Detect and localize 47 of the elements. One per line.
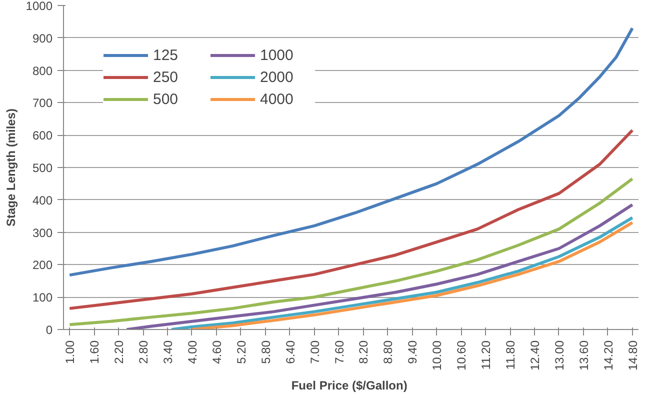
y-tick-label: 500 <box>32 161 53 175</box>
y-tick-label: 900 <box>32 31 53 46</box>
y-tick-label: 100 <box>32 290 53 305</box>
x-tick-label: 4.60 <box>210 340 224 364</box>
x-tick-label: 14.20 <box>601 340 616 371</box>
line-series <box>125 203 634 330</box>
y-tick-label: 300 <box>32 226 53 240</box>
x-tick-label: 8.80 <box>381 340 396 364</box>
x-tick-label: 1.00 <box>63 340 78 364</box>
y-tick-label: 0 <box>46 323 53 337</box>
legend-label: 250 <box>153 68 180 86</box>
legend-label: 1000 <box>260 46 294 64</box>
x-axis-title: Fuel Price ($/Gallon) <box>291 378 408 393</box>
y-tick-label: 700 <box>32 96 53 110</box>
legend-label: 125 <box>153 46 180 64</box>
x-tick-label: 8.20 <box>356 340 371 364</box>
x-tick-label: 13.60 <box>576 340 591 371</box>
x-tick-label: 12.40 <box>528 340 542 371</box>
x-tick-label: 9.40 <box>406 340 420 364</box>
x-tick-label: 5.20 <box>234 340 248 364</box>
y-tick-label: 1000 <box>26 0 53 13</box>
x-tick-label: 7.60 <box>332 340 346 364</box>
x-tick-label: 11.80 <box>504 340 518 370</box>
x-tick-label: 11.20 <box>479 340 494 370</box>
x-tick-label: 10.00 <box>430 340 444 371</box>
line-series <box>68 177 634 326</box>
x-tick-label: 14.80 <box>626 340 640 371</box>
x-tick-label: 5.80 <box>258 340 273 364</box>
x-tick-label: 7.00 <box>308 340 322 364</box>
x-tick-label: 2.20 <box>112 340 126 364</box>
x-tick-label: 10.60 <box>454 340 469 371</box>
legend-label: 2000 <box>260 68 294 86</box>
x-tick-label: 1.60 <box>88 340 102 364</box>
y-axis-title: Stage Length (miles) <box>4 108 18 227</box>
y-tick-label: 200 <box>32 258 53 272</box>
x-tick-label: 4.00 <box>185 340 200 364</box>
line-series <box>68 128 634 310</box>
line-series <box>68 26 634 277</box>
x-tick-label: 13.00 <box>552 340 566 371</box>
legend-label: 500 <box>153 90 180 108</box>
legend-label: 4000 <box>260 90 294 108</box>
x-tick-label: 6.40 <box>283 340 298 364</box>
y-tick-label: 800 <box>32 64 53 78</box>
x-tick-label: 2.80 <box>136 340 151 364</box>
y-tick-label: 600 <box>32 128 53 143</box>
y-tick-label: 400 <box>32 193 53 208</box>
x-tick-label: 3.40 <box>160 340 175 364</box>
